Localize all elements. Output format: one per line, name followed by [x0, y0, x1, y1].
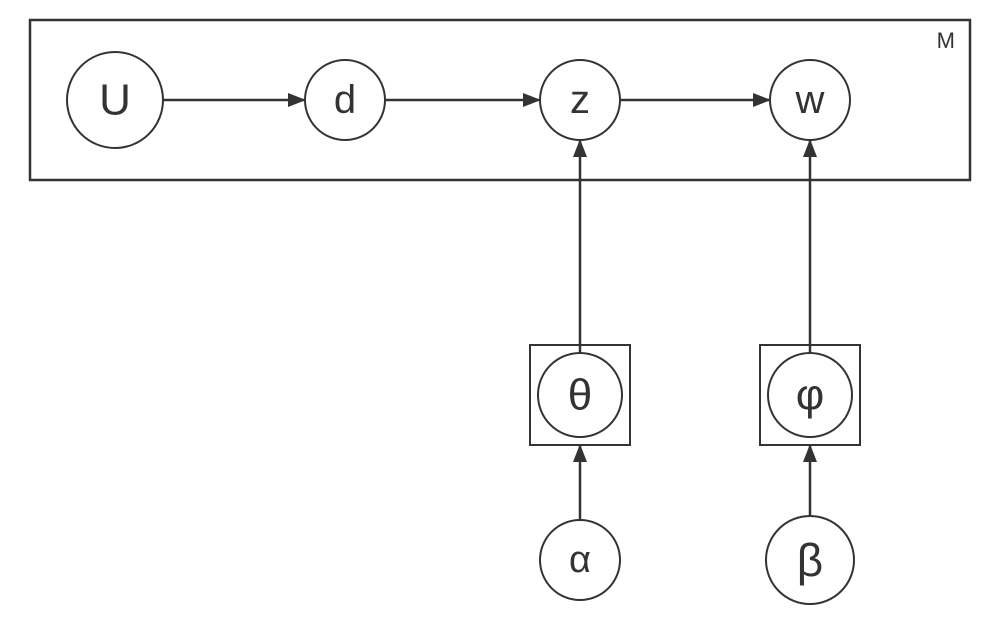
node-phi-label: φ: [796, 371, 825, 420]
node-theta-label: θ: [568, 371, 592, 420]
node-w-label: w: [795, 78, 825, 122]
node-beta-label: β: [797, 534, 823, 586]
plate-M-label: M: [937, 28, 955, 53]
node-d-label: d: [334, 78, 356, 122]
node-U-label: U: [99, 76, 131, 125]
plate-notation-diagram: M Ud z w θ φ α β: [0, 0, 1000, 623]
node-alpha-label: α: [569, 539, 591, 581]
node-z-label: z: [570, 78, 590, 122]
